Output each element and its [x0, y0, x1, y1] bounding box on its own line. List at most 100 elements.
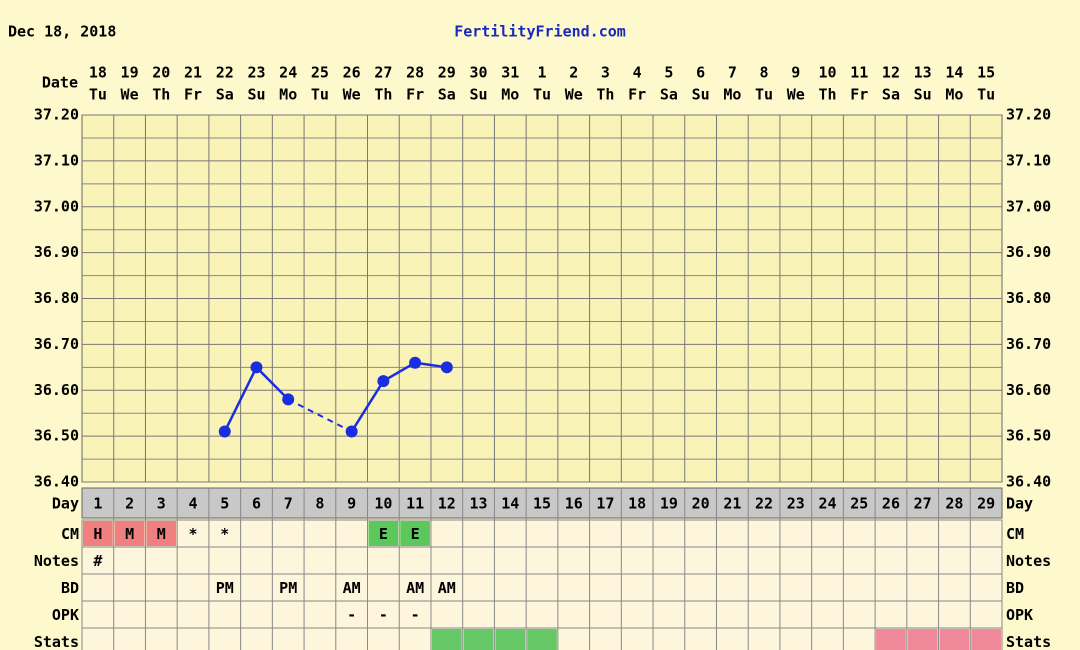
- y-tick-label: 36.90: [34, 243, 79, 261]
- cell-text: M: [157, 525, 166, 543]
- cell-fill: [971, 629, 1001, 650]
- day-number: 26: [882, 495, 900, 513]
- cell-text: AM: [343, 579, 361, 597]
- weekday-label: Su: [470, 86, 488, 104]
- cell-fill: [368, 521, 399, 546]
- weekday-label: We: [787, 86, 805, 104]
- y-tick-label: 36.50: [34, 427, 79, 445]
- cell-text: *: [220, 525, 229, 543]
- day-number: 20: [692, 495, 710, 513]
- date-label: 30: [470, 64, 488, 82]
- weekday-label: Fr: [628, 86, 646, 104]
- row-bg: [81, 546, 1003, 575]
- cell-text: AM: [438, 579, 456, 597]
- date-label: 11: [850, 64, 868, 82]
- day-number: 5: [220, 495, 229, 513]
- row-label: BD: [61, 579, 79, 597]
- cell-fill: [400, 521, 430, 546]
- date-label: 26: [343, 64, 361, 82]
- date-label: 3: [601, 64, 610, 82]
- date-label: 14: [945, 64, 963, 82]
- weekday-label: Tu: [533, 86, 551, 104]
- day-number: 10: [374, 495, 392, 513]
- weekday-label: We: [565, 86, 583, 104]
- temperature-line: [350, 361, 448, 433]
- day-number: 6: [252, 495, 261, 513]
- cell-fill: [431, 629, 462, 650]
- weekday-label: Fr: [184, 86, 202, 104]
- cell-fill: [939, 629, 970, 650]
- y-tick-label-right: 37.20: [1006, 106, 1051, 124]
- date-label: 8: [760, 64, 769, 82]
- row-label-right: OPK: [1006, 606, 1033, 624]
- date-label: 23: [247, 64, 265, 82]
- y-tick-label: 36.60: [34, 381, 79, 399]
- day-number: 22: [755, 495, 773, 513]
- cell-fill: [83, 521, 113, 546]
- cell-fill: [146, 521, 177, 546]
- day-number: 4: [189, 495, 198, 513]
- cell-fill: [907, 629, 938, 650]
- y-tick-label-right: 36.80: [1006, 289, 1051, 307]
- temperature-point: [282, 393, 295, 406]
- weekday-label: Sa: [216, 86, 234, 104]
- day-number: 25: [850, 495, 868, 513]
- weekday-label: Fr: [850, 86, 868, 104]
- temperature-point: [440, 361, 453, 374]
- weekday-label: Su: [914, 86, 932, 104]
- cell-text: AM: [406, 579, 424, 597]
- cell-text: H: [93, 525, 102, 543]
- weekday-label: Mo: [723, 86, 741, 104]
- day-number: 24: [818, 495, 836, 513]
- row-label-right: Day: [1006, 495, 1033, 513]
- y-tick-label-right: 36.90: [1006, 243, 1051, 261]
- row-label-right: CM: [1006, 525, 1024, 543]
- weekday-label: Mo: [279, 86, 297, 104]
- date-label: 31: [501, 64, 519, 82]
- row-label: OPK: [52, 606, 79, 624]
- day-number: 16: [565, 495, 583, 513]
- cell-text: -: [411, 606, 420, 624]
- gap-connector: [287, 398, 353, 433]
- row-bg: [81, 600, 1003, 629]
- row-label-right: Notes: [1006, 552, 1051, 570]
- date-label: 27: [374, 64, 392, 82]
- day-row-bg: [81, 487, 1003, 519]
- weekday-label: We: [343, 86, 361, 104]
- row-label-right: BD: [1006, 579, 1024, 597]
- cell-text: PM: [279, 579, 297, 597]
- weekday-label: We: [121, 86, 139, 104]
- weekday-label: Th: [374, 86, 392, 104]
- row-label-right: Stats: [1006, 633, 1051, 650]
- weekday-label: Su: [692, 86, 710, 104]
- date-label: 21: [184, 64, 202, 82]
- y-tick-label: 37.10: [34, 151, 79, 169]
- row-label: CM: [61, 525, 79, 543]
- date-label: 5: [664, 64, 673, 82]
- date-label: 2: [569, 64, 578, 82]
- y-tick-label-right: 36.60: [1006, 381, 1051, 399]
- row-bg: [81, 573, 1003, 602]
- date-label: 29: [438, 64, 456, 82]
- day-number: 11: [406, 495, 424, 513]
- day-number: 1: [93, 495, 102, 513]
- site-name: FertilityFriend.com: [454, 23, 626, 41]
- cell-fill: [495, 629, 526, 650]
- y-tick-label-right: 36.40: [1006, 473, 1051, 491]
- weekday-label: Su: [247, 86, 265, 104]
- weekday-label: Tu: [311, 86, 329, 104]
- y-tick-label: 36.70: [34, 335, 79, 353]
- day-number: 23: [787, 495, 805, 513]
- cell-text: M: [125, 525, 134, 543]
- chart-date: Dec 18, 2018: [8, 23, 116, 41]
- x-axis-label: Date: [42, 74, 78, 92]
- day-number: 8: [315, 495, 324, 513]
- y-tick-label-right: 37.00: [1006, 197, 1051, 215]
- temperature-point: [218, 425, 231, 438]
- day-number: 18: [628, 495, 646, 513]
- date-label: 28: [406, 64, 424, 82]
- date-label: 9: [791, 64, 800, 82]
- date-label: 13: [914, 64, 932, 82]
